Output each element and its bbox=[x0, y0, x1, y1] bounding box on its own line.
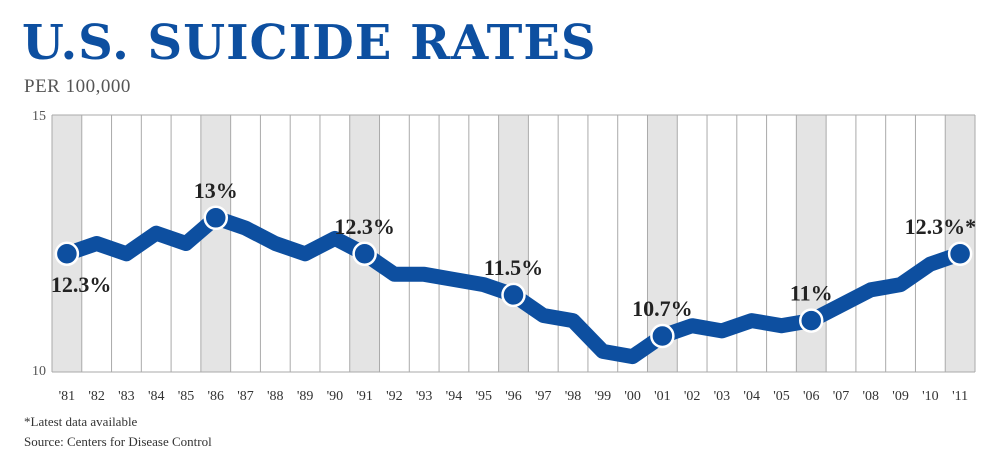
footnote-source: Source: Centers for Disease Control bbox=[24, 434, 212, 449]
data-label: 12.3%* bbox=[905, 214, 977, 239]
data-point-marker bbox=[798, 308, 824, 333]
data-point-marker bbox=[501, 282, 526, 308]
x-tick-label: '84 bbox=[148, 389, 165, 404]
x-tick-label: '02 bbox=[684, 389, 701, 404]
x-tick-label: '85 bbox=[178, 389, 195, 404]
data-label: 11.5% bbox=[484, 255, 543, 280]
shaded-band bbox=[498, 115, 529, 372]
y-tick-label: 10 bbox=[32, 364, 46, 379]
data-point-marker bbox=[650, 323, 675, 349]
x-tick-label: '94 bbox=[446, 389, 463, 404]
x-tick-label: '04 bbox=[743, 389, 760, 404]
x-tick-label: '06 bbox=[803, 389, 820, 404]
data-label: 10.7% bbox=[632, 296, 693, 321]
data-point-marker bbox=[947, 241, 973, 267]
x-tick-label: '98 bbox=[565, 389, 582, 404]
data-label: 11% bbox=[790, 281, 833, 306]
x-tick-label: '11 bbox=[952, 389, 968, 404]
x-tick-label: '07 bbox=[833, 389, 850, 404]
x-tick-label: '93 bbox=[416, 389, 433, 404]
x-tick-label: '95 bbox=[475, 389, 492, 404]
data-point-marker bbox=[352, 241, 377, 267]
x-tick-label: '01 bbox=[654, 389, 671, 404]
x-tick-label: '92 bbox=[386, 389, 403, 404]
x-tick-label: '00 bbox=[624, 389, 641, 404]
data-point-marker bbox=[203, 205, 229, 231]
x-tick-label: '88 bbox=[267, 389, 284, 404]
x-tick-label: '87 bbox=[237, 389, 254, 404]
data-label: 13% bbox=[194, 178, 238, 203]
shaded-band bbox=[200, 115, 231, 372]
x-tick-label: '91 bbox=[356, 389, 373, 404]
chart-subtitle: PER 100,000 bbox=[24, 76, 131, 97]
x-tick-label: '82 bbox=[88, 389, 105, 404]
x-tick-label: '09 bbox=[892, 389, 909, 404]
data-labels: 12.3% 13% 12.3% 11.5% 10.7% 11% 12.3%* bbox=[51, 178, 976, 321]
shaded-band bbox=[796, 115, 827, 372]
axes: 15 10 '81 '82 '83 '84 '85 '86 '87 '88 '89 '90 '91 '92… bbox=[32, 109, 975, 404]
x-tick-label: '81 bbox=[59, 389, 76, 404]
data-point-marker bbox=[54, 241, 80, 267]
data-label: 12.3% bbox=[334, 214, 395, 239]
footnote-latest: *Latest data available bbox=[24, 414, 138, 429]
chart-title: U.S. SUICIDE RATES bbox=[22, 15, 597, 71]
series-points bbox=[54, 205, 973, 349]
x-tick-label: '83 bbox=[118, 389, 135, 404]
x-tick-label: '90 bbox=[327, 389, 344, 404]
data-label: 12.3% bbox=[51, 272, 112, 297]
x-tick-label: '99 bbox=[595, 389, 612, 404]
y-tick-label: 15 bbox=[32, 109, 46, 124]
x-tick-label: '05 bbox=[773, 389, 790, 404]
x-tick-label: '86 bbox=[207, 389, 224, 404]
x-tick-label: '10 bbox=[922, 389, 939, 404]
x-tick-label: '96 bbox=[505, 389, 522, 404]
x-tick-label: '03 bbox=[714, 389, 731, 404]
x-tick-label: '08 bbox=[863, 389, 880, 404]
x-tick-label: '97 bbox=[535, 389, 552, 404]
x-tick-label: '89 bbox=[297, 389, 314, 404]
